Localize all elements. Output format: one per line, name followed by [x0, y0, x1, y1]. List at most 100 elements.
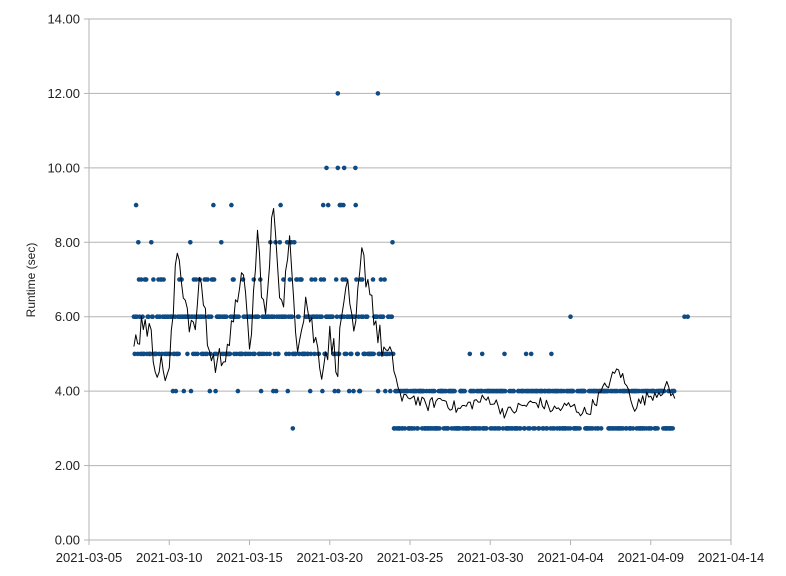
data-point: [286, 351, 292, 357]
data-point: [133, 202, 139, 208]
data-point: [277, 240, 283, 245]
data-point: [445, 426, 451, 431]
data-point: [402, 426, 408, 431]
x-tick-label: 2021-03-05: [56, 550, 123, 565]
data-point: [276, 351, 281, 357]
data-point: [176, 351, 181, 357]
data-point: [343, 277, 348, 282]
data-point: [415, 426, 421, 431]
data-point: [467, 351, 473, 357]
data-point: [452, 388, 457, 394]
data-point: [655, 426, 660, 431]
data-point: [273, 240, 278, 245]
data-point: [324, 165, 329, 171]
data-point: [567, 426, 573, 431]
data-point: [390, 240, 395, 245]
data-point: [335, 91, 341, 96]
data-point: [146, 314, 151, 320]
data-point: [224, 314, 229, 320]
data-point: [432, 388, 437, 394]
data-point: [193, 277, 199, 282]
data-point: [258, 388, 264, 394]
data-point: [236, 314, 241, 320]
data-point: [289, 314, 295, 320]
data-point: [204, 351, 210, 357]
data-point: [149, 240, 154, 245]
data-point: [231, 277, 236, 282]
data-point: [355, 351, 361, 357]
data-point: [195, 351, 200, 357]
data-point: [549, 351, 554, 357]
data-point: [497, 426, 502, 431]
data-point: [321, 277, 327, 282]
data-point: [523, 351, 529, 357]
data-point: [383, 388, 388, 394]
data-point: [349, 351, 354, 357]
data-point: [484, 426, 489, 431]
data-point: [211, 277, 217, 282]
data-point: [670, 426, 675, 431]
data-point: [185, 351, 190, 357]
data-point: [173, 388, 179, 394]
data-point: [255, 314, 261, 320]
data-point: [333, 277, 339, 282]
data-point: [201, 314, 207, 320]
data-point: [378, 277, 384, 282]
data-point: [207, 388, 213, 394]
data-point: [532, 426, 538, 431]
data-point: [281, 277, 286, 282]
x-tick-label: 2021-03-20: [297, 550, 364, 565]
data-point: [336, 388, 341, 394]
data-point: [307, 388, 313, 394]
data-point: [582, 388, 587, 394]
data-point: [151, 277, 156, 282]
data-point: [251, 277, 257, 282]
data-point: [380, 314, 386, 320]
data-point: [518, 426, 523, 431]
data-point: [136, 240, 141, 245]
data-point: [267, 351, 273, 357]
data-point: [370, 277, 376, 282]
data-point: [290, 426, 296, 431]
data-point: [341, 202, 346, 208]
data-point: [671, 388, 677, 394]
data-point: [296, 314, 301, 320]
data-point: [205, 277, 210, 282]
x-tick-label: 2021-04-04: [537, 550, 604, 565]
data-point: [388, 388, 393, 394]
data-point: [382, 277, 387, 282]
y-tick-label: 6.00: [55, 309, 80, 324]
y-tick-label: 2.00: [55, 458, 80, 473]
moving-average-line: [133, 208, 676, 419]
data-point: [299, 277, 304, 282]
y-tick-label: 8.00: [55, 235, 80, 250]
data-point: [235, 388, 241, 394]
y-axis-title: Runtime (sec): [24, 243, 38, 318]
x-tick-label: 2021-04-14: [698, 550, 765, 565]
data-point: [462, 388, 468, 394]
data-point: [389, 314, 395, 320]
data-point: [351, 388, 356, 394]
y-tick-label: 10.00: [47, 160, 80, 175]
data-point: [320, 202, 326, 208]
data-point: [544, 426, 550, 431]
data-point: [252, 351, 257, 357]
data-point: [359, 277, 365, 282]
data-point: [319, 314, 325, 320]
data-point: [285, 388, 291, 394]
data-point: [161, 277, 166, 282]
data-point: [284, 240, 290, 245]
data-point: [502, 351, 507, 357]
data-point: [211, 202, 216, 208]
data-point: [528, 351, 534, 357]
data-point: [375, 91, 381, 96]
x-tick-label: 2021-03-10: [136, 550, 203, 565]
y-axis-ticks: 0.00 2.00 4.00 6.00 8.00 10.00 12.00 14.00: [47, 12, 89, 548]
y-tick-label: 0.00: [55, 533, 80, 548]
data-point: [570, 388, 576, 394]
plot-frame: [88, 19, 732, 540]
data-point: [344, 351, 349, 357]
data-point: [308, 351, 314, 357]
data-point: [511, 388, 517, 394]
data-point: [371, 351, 377, 357]
